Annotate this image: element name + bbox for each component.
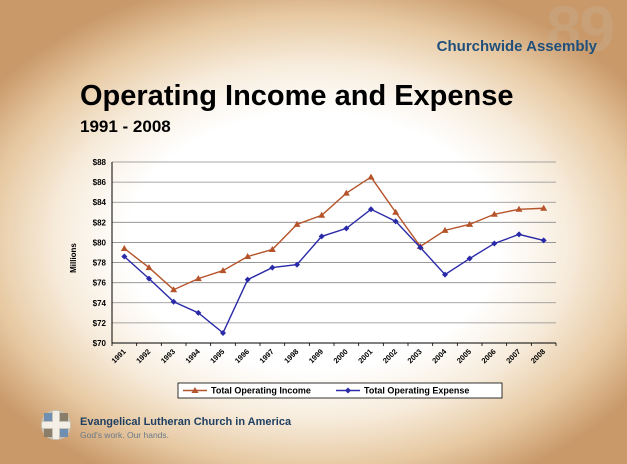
assembly-label: Churchwide Assembly	[436, 38, 597, 55]
data-point-expense	[146, 275, 152, 282]
legend-marker-expense	[345, 387, 351, 394]
assembly-watermark-number: 89	[545, 0, 615, 65]
x-tick-label: 2008	[529, 347, 547, 365]
data-point-expense	[392, 218, 399, 225]
x-tick-label: 1992	[134, 347, 152, 365]
x-tick-label: 1996	[233, 347, 251, 365]
data-point-income	[490, 210, 498, 217]
y-tick-label: $88	[93, 158, 107, 167]
data-point-expense	[269, 264, 276, 271]
data-point-expense	[294, 261, 300, 268]
data-point-income	[392, 208, 400, 215]
data-point-income	[540, 204, 548, 211]
data-point-income	[441, 226, 449, 233]
y-tick-label: $84	[93, 198, 107, 207]
y-tick-label: $80	[93, 238, 107, 247]
y-tick-label: $76	[93, 279, 107, 288]
data-point-income	[120, 244, 128, 251]
y-tick-label: $70	[93, 339, 107, 348]
legend-marker-income	[191, 387, 199, 393]
x-tick-label: 1998	[282, 347, 300, 365]
organization-tagline: God's work. Our hands.	[80, 430, 170, 440]
y-tick-label: $74	[93, 299, 107, 308]
series-line-0	[123, 176, 544, 291]
data-point-income	[194, 275, 202, 282]
data-point-expense	[368, 206, 374, 213]
organization-name: Evangelical Lutheran Church in America	[80, 416, 292, 428]
y-tick-label: $86	[93, 178, 107, 187]
series-line-1	[123, 208, 544, 335]
x-tick-label: 2004	[430, 346, 449, 365]
data-point-income	[219, 267, 227, 274]
x-tick-label: 2007	[504, 347, 522, 365]
data-point-expense	[121, 253, 128, 260]
data-point-income	[466, 220, 474, 227]
data-point-expense	[466, 255, 473, 262]
data-point-income	[145, 264, 153, 271]
data-point-income	[170, 286, 178, 293]
y-tick-label: $82	[93, 218, 107, 227]
data-point-income	[342, 189, 350, 196]
x-tick-label: 2000	[332, 347, 350, 365]
y-axis-label: Millions	[69, 243, 78, 273]
data-point-income	[367, 173, 375, 180]
slide-subtitle: 1991 - 2008	[80, 117, 171, 136]
data-point-expense	[170, 298, 177, 305]
data-point-income	[244, 253, 252, 260]
y-axis-ticks: $70 $72 $74 $76 $78 $80 $82 $84 $86 $88	[93, 158, 107, 348]
x-tick-label: 1993	[159, 347, 177, 365]
slide-title: Operating Income and Expense	[80, 80, 514, 112]
x-tick-label: 1991	[110, 347, 128, 365]
chart-series	[120, 173, 548, 336]
x-tick-label: 2006	[480, 347, 498, 365]
x-tick-label: 1999	[307, 347, 325, 365]
data-point-income	[293, 220, 301, 227]
x-tick-label: 2002	[381, 347, 399, 365]
data-point-expense	[343, 225, 350, 232]
data-point-income	[515, 205, 523, 212]
x-tick-label: 2003	[406, 347, 424, 365]
chart-legend: Total Operating Income Total Operating Ex…	[177, 382, 503, 399]
y-tick-label: $78	[93, 259, 107, 268]
data-point-expense	[195, 309, 202, 316]
data-point-expense	[318, 233, 325, 240]
data-point-expense	[417, 244, 424, 251]
data-point-expense	[491, 240, 498, 247]
x-tick-label: 1995	[208, 347, 226, 365]
elca-cross-logo-icon	[41, 410, 71, 440]
y-tick-label: $72	[93, 319, 107, 328]
data-point-income	[318, 211, 326, 218]
data-point-expense	[244, 276, 251, 283]
legend-label: Total Operating Expense	[364, 386, 469, 396]
chart-gridlines	[111, 161, 557, 346]
data-point-expense	[442, 271, 448, 278]
data-point-expense	[220, 329, 226, 336]
data-point-income	[268, 245, 276, 252]
legend-label: Total Operating Income	[211, 386, 311, 396]
data-point-expense	[516, 231, 522, 238]
x-tick-label: 1994	[184, 346, 203, 365]
x-tick-label: 1997	[258, 347, 276, 365]
data-point-expense	[540, 237, 547, 244]
x-tick-label: 2001	[356, 347, 374, 365]
x-tick-label: 2005	[455, 347, 473, 365]
x-axis-ticks: 1991 1992 1993 1994 1995 1996 1997 1998 1999 2000…	[110, 346, 547, 365]
